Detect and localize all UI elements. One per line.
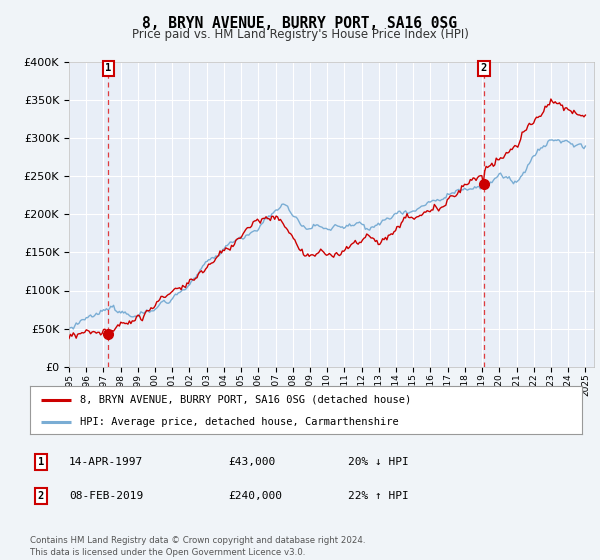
Text: 20% ↓ HPI: 20% ↓ HPI <box>348 457 409 467</box>
Text: 14-APR-1997: 14-APR-1997 <box>69 457 143 467</box>
Text: HPI: Average price, detached house, Carmarthenshire: HPI: Average price, detached house, Carm… <box>80 417 398 427</box>
Text: 2: 2 <box>481 63 487 73</box>
Text: 2: 2 <box>38 491 44 501</box>
Text: £43,000: £43,000 <box>228 457 275 467</box>
Text: £240,000: £240,000 <box>228 491 282 501</box>
Text: 1: 1 <box>105 63 112 73</box>
Text: 8, BRYN AVENUE, BURRY PORT, SA16 0SG (detached house): 8, BRYN AVENUE, BURRY PORT, SA16 0SG (de… <box>80 395 411 405</box>
Text: 22% ↑ HPI: 22% ↑ HPI <box>348 491 409 501</box>
Text: 8, BRYN AVENUE, BURRY PORT, SA16 0SG: 8, BRYN AVENUE, BURRY PORT, SA16 0SG <box>143 16 458 31</box>
Text: 1: 1 <box>38 457 44 467</box>
Text: Price paid vs. HM Land Registry's House Price Index (HPI): Price paid vs. HM Land Registry's House … <box>131 28 469 41</box>
Text: 08-FEB-2019: 08-FEB-2019 <box>69 491 143 501</box>
Text: Contains HM Land Registry data © Crown copyright and database right 2024.
This d: Contains HM Land Registry data © Crown c… <box>30 536 365 557</box>
